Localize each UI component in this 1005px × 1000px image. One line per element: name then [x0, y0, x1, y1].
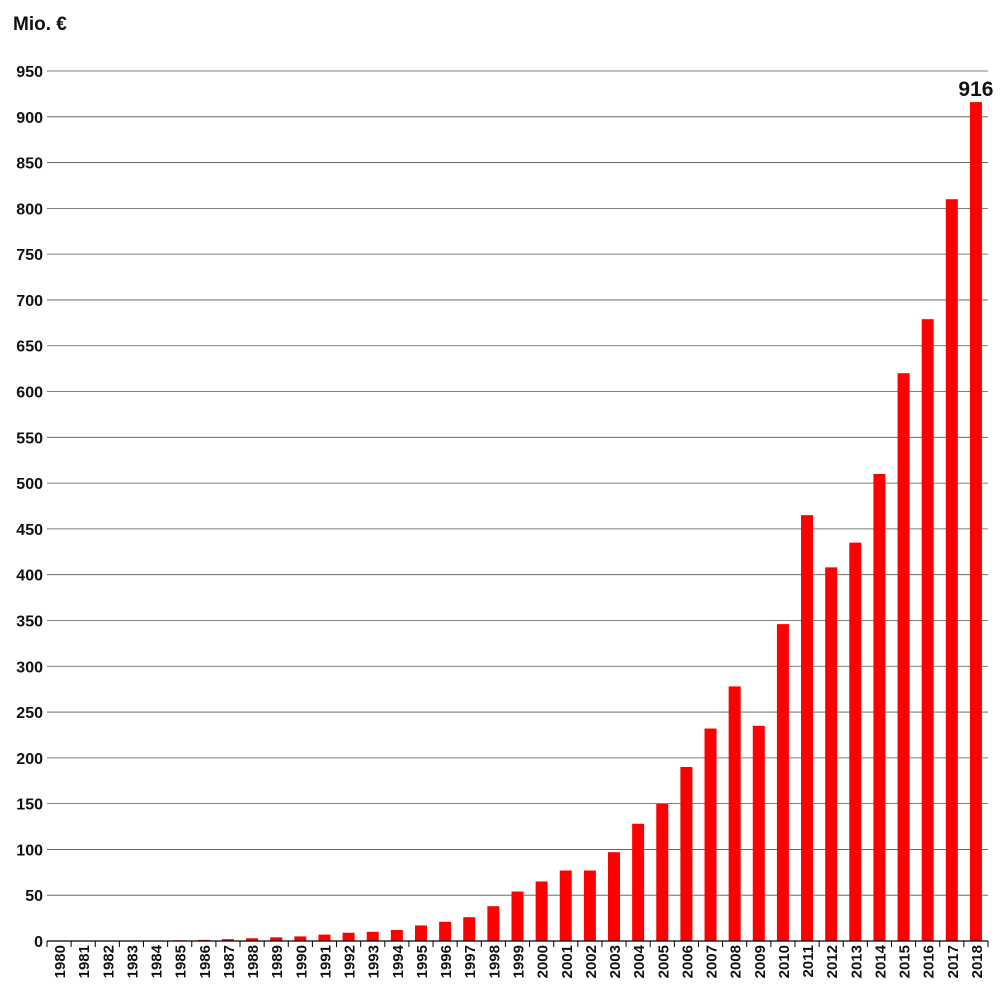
bar — [728, 686, 741, 941]
x-tick-label: 1991 — [317, 945, 334, 978]
y-tick-label: 150 — [16, 797, 43, 814]
annotations: 916 — [958, 78, 993, 101]
x-tick-label: 1982 — [100, 945, 117, 978]
x-tick-label: 2013 — [848, 945, 865, 978]
bar — [246, 938, 259, 941]
gridlines — [47, 70, 988, 896]
bar — [632, 823, 645, 941]
bar — [583, 870, 596, 941]
x-tick-label: 1992 — [342, 945, 359, 978]
bar — [680, 767, 693, 941]
x-tick-label: 2008 — [728, 945, 745, 978]
bar — [752, 725, 765, 941]
x-tick-label: 1998 — [486, 945, 503, 978]
y-tick-label: 850 — [16, 156, 43, 173]
bar — [656, 803, 669, 941]
y-tick-label: 350 — [16, 613, 43, 630]
y-axis-ticks: 0 50 100 150 200 250 300 350 400 450 500 550 600 650 7… — [16, 64, 43, 951]
x-tick-label: 1986 — [197, 945, 214, 978]
x-tick-label: 2009 — [752, 945, 769, 978]
y-tick-label: 200 — [16, 751, 43, 768]
x-tick-label: 2015 — [897, 945, 914, 978]
y-tick-label: 400 — [16, 568, 43, 585]
bar — [390, 930, 403, 941]
x-tick-label: 2000 — [535, 945, 552, 978]
x-tick-label: 2011 — [800, 945, 817, 978]
bar — [414, 925, 427, 941]
bar — [270, 937, 283, 941]
y-tick-label: 500 — [16, 476, 43, 493]
bar — [704, 728, 717, 941]
x-tick-label: 2005 — [655, 945, 672, 978]
y-tick-label: 900 — [16, 110, 43, 127]
bar — [776, 624, 789, 941]
bar — [511, 891, 524, 941]
x-tick-label: 1987 — [221, 945, 238, 978]
x-tick-label: 1983 — [124, 945, 141, 978]
x-tick-label: 2012 — [824, 945, 841, 978]
y-tick-label: 300 — [16, 659, 43, 676]
x-tick-label: 2006 — [679, 945, 696, 978]
x-tick-label: 2001 — [559, 945, 576, 978]
bars — [53, 102, 982, 942]
bar — [366, 931, 379, 941]
y-tick-label: 700 — [16, 293, 43, 310]
x-tick-label: 1997 — [462, 945, 479, 978]
x-tick-label: 1993 — [366, 945, 383, 978]
bar — [463, 917, 476, 941]
y-tick-label: 50 — [25, 888, 43, 905]
x-tick-label: 2007 — [704, 945, 721, 978]
y-tick-label: 0 — [34, 934, 43, 951]
x-tick-label: 1981 — [76, 945, 93, 978]
x-tick-label: 1980 — [52, 945, 69, 978]
bar — [487, 906, 500, 941]
x-tick-label: 1985 — [173, 945, 190, 978]
y-tick-label: 650 — [16, 339, 43, 356]
y-tick-label: 450 — [16, 522, 43, 539]
bar — [849, 542, 862, 941]
y-tick-label: 600 — [16, 385, 43, 402]
bar — [294, 936, 307, 941]
x-tick-label: 1989 — [269, 945, 286, 978]
x-tick-label: 2010 — [776, 945, 793, 978]
x-tick-label: 1996 — [438, 945, 455, 978]
bar — [825, 567, 838, 941]
data-label: 916 — [958, 78, 993, 101]
bar — [342, 932, 355, 941]
bar — [221, 939, 234, 941]
bar — [801, 515, 814, 941]
x-tick-label: 2002 — [583, 945, 600, 978]
bar — [318, 934, 331, 941]
x-tick-label: 1994 — [390, 944, 407, 978]
bar — [969, 102, 982, 941]
x-tick-label: 2017 — [945, 945, 962, 978]
y-tick-label: 100 — [16, 842, 43, 859]
x-tick-label: 2014 — [872, 944, 889, 978]
y-tick-label: 800 — [16, 201, 43, 218]
x-tick-label: 1995 — [414, 945, 431, 978]
y-tick-label: 250 — [16, 705, 43, 722]
bar — [897, 373, 910, 941]
bar — [873, 473, 886, 941]
x-tick-label: 2003 — [607, 945, 624, 978]
y-tick-label: 550 — [16, 430, 43, 447]
x-tick-label: 2016 — [921, 945, 938, 978]
bar — [559, 870, 572, 941]
x-tick-label: 1999 — [511, 945, 528, 978]
bar — [439, 921, 452, 941]
bar — [608, 852, 621, 941]
bar — [921, 319, 934, 941]
x-tick-label: 1984 — [149, 944, 166, 978]
x-axis-ticks: 1980 1981 1982 1983 1984 1985 1986 1987 1988 1989… — [46, 941, 989, 978]
bar — [535, 881, 548, 941]
y-tick-label: 750 — [16, 247, 43, 264]
bar — [945, 199, 958, 942]
x-tick-label: 2018 — [969, 945, 986, 978]
x-tick-label: 1990 — [293, 945, 310, 978]
x-tick-label: 2004 — [631, 944, 648, 978]
y-axis-label: Mio. € — [13, 14, 67, 35]
y-tick-label: 950 — [16, 64, 43, 81]
x-tick-label: 1988 — [245, 945, 262, 978]
